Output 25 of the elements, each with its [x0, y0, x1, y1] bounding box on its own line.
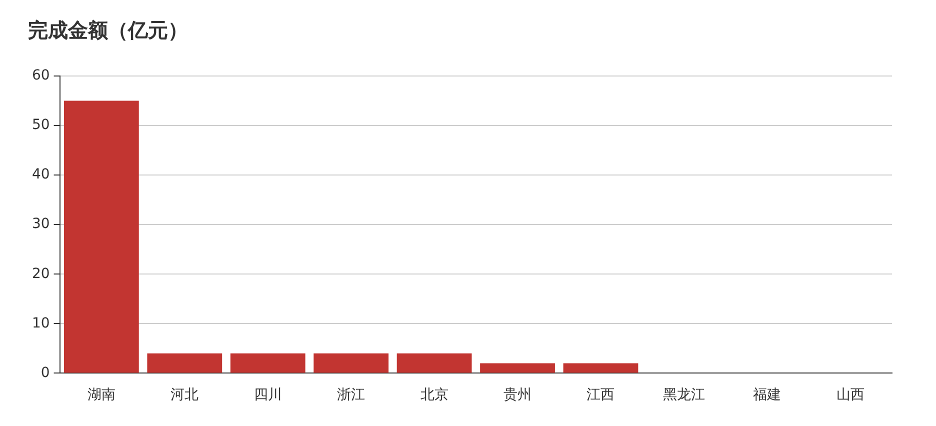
x-tick-label: 山西 — [836, 387, 864, 404]
y-tick-label: 40 — [32, 166, 50, 183]
x-tick-label: 福建 — [753, 387, 782, 404]
y-tick-label: 50 — [32, 117, 50, 134]
x-tick-label: 四川 — [254, 387, 282, 404]
bar — [147, 353, 222, 373]
bar — [314, 353, 389, 373]
x-tick-label: 江西 — [586, 387, 615, 404]
y-tick-label: 60 — [32, 68, 50, 84]
x-tick-label: 湖南 — [87, 387, 116, 404]
x-tick-label: 黑龙江 — [662, 387, 705, 404]
bar — [230, 353, 306, 373]
y-tick-label: 20 — [32, 266, 50, 282]
chart-title: 完成金额（亿元） — [28, 18, 188, 42]
y-tick-label: 30 — [32, 216, 50, 232]
x-tick-label: 河北 — [170, 387, 199, 404]
y-tick-label: 0 — [40, 364, 50, 381]
bar — [563, 363, 638, 373]
x-tick-label: 浙江 — [337, 387, 366, 404]
bar — [396, 353, 472, 373]
x-tick-label: 北京 — [420, 387, 448, 404]
y-tick-label: 10 — [32, 315, 50, 332]
bar — [480, 363, 555, 373]
bar — [64, 100, 139, 373]
x-tick-label: 贵州 — [504, 387, 532, 404]
